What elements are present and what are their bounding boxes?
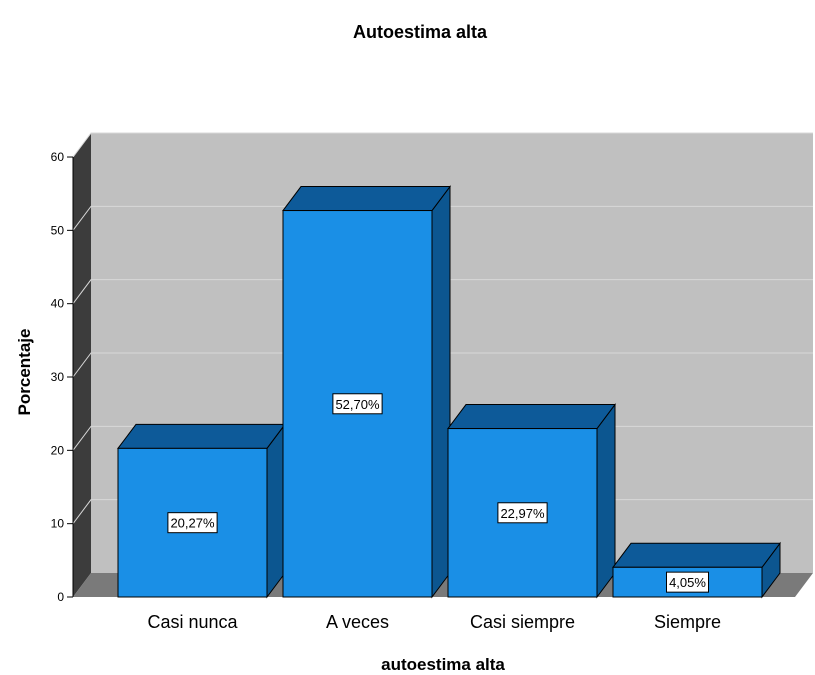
data-label-box bbox=[332, 393, 383, 415]
x-category-label: A veces bbox=[326, 612, 389, 632]
bar-1: 20,27% bbox=[117, 422, 286, 599]
y-tick-label: 60 bbox=[51, 150, 65, 164]
y-tick-label: 40 bbox=[51, 297, 65, 311]
gridlines bbox=[72, 132, 813, 524]
chart-title: Autoestima alta bbox=[353, 22, 488, 42]
bar-2: 52,70% bbox=[282, 185, 451, 599]
bar-side bbox=[431, 185, 451, 599]
bar-side bbox=[266, 422, 286, 599]
gridline bbox=[72, 279, 813, 304]
x-axis-title: autoestima alta bbox=[381, 655, 505, 674]
y-axis-ticks: 0 10 20 30 40 50 60 bbox=[51, 150, 74, 604]
data-label: 52,70% bbox=[335, 397, 380, 412]
y-tick-label: 10 bbox=[51, 517, 65, 531]
bar-side bbox=[596, 403, 616, 599]
y-tick-label: 30 bbox=[51, 370, 65, 384]
data-label: 4,05% bbox=[669, 575, 706, 590]
x-category-label: Siempre bbox=[654, 612, 721, 632]
bar-top bbox=[282, 186, 451, 212]
data-label-box bbox=[666, 571, 709, 593]
y-tick-label: 50 bbox=[51, 223, 65, 237]
gridline bbox=[72, 205, 813, 231]
x-category-label: Casi nunca bbox=[147, 612, 238, 632]
bars: 20,27% 52,70% 22,97% 4,05% bbox=[117, 185, 781, 599]
data-label-box bbox=[167, 512, 218, 534]
bar-top bbox=[447, 404, 616, 430]
y-axis-title: Porcentaje bbox=[15, 329, 34, 416]
gridline bbox=[72, 132, 813, 158]
gridline bbox=[72, 352, 813, 378]
bar-4: 4,05% bbox=[612, 541, 781, 599]
data-label-box bbox=[497, 502, 548, 524]
y-tick-label: 0 bbox=[57, 590, 64, 604]
data-label: 22,97% bbox=[500, 506, 545, 521]
bar-3: 22,97% bbox=[447, 403, 616, 599]
x-category-label: Casi siempre bbox=[470, 612, 575, 632]
bar-top bbox=[612, 542, 781, 568]
x-axis-categories: Casi nunca A veces Casi siempre Siempre bbox=[147, 612, 721, 632]
bar-top bbox=[117, 423, 286, 449]
data-label: 20,27% bbox=[170, 516, 215, 531]
y-tick-label: 20 bbox=[51, 443, 65, 457]
